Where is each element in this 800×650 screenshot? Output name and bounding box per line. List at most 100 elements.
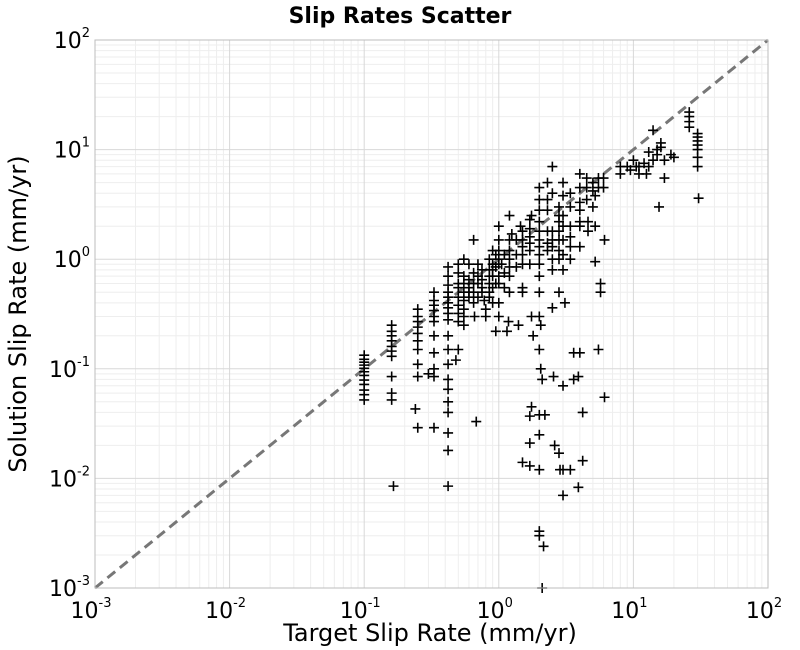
scatter-point	[547, 264, 558, 275]
scatter-point	[565, 254, 576, 265]
scatter-point	[668, 152, 679, 163]
scatter-point	[553, 448, 564, 459]
x-tick-label-exponent: -2	[233, 596, 246, 611]
scatter-point	[499, 282, 510, 293]
scatter-point	[443, 427, 454, 438]
scatter-point	[684, 122, 695, 133]
scatter-point	[659, 173, 670, 184]
scatter-point	[692, 161, 703, 172]
scatter-point	[443, 407, 454, 418]
scatter-point	[574, 168, 585, 179]
scatter-point	[388, 481, 399, 492]
scatter-point	[652, 149, 663, 160]
scatter-point	[503, 316, 514, 327]
scatter-point	[499, 267, 510, 278]
scatter-point	[463, 292, 474, 303]
scatter-point	[534, 344, 545, 355]
scatter-point	[493, 278, 504, 289]
scatter-point	[595, 278, 606, 289]
scatter-point	[504, 287, 515, 298]
scatter-point	[549, 440, 560, 451]
scatter-point	[583, 216, 594, 227]
y-tick-label: 10-2	[49, 464, 90, 492]
x-tick-label-base: 10	[477, 599, 505, 624]
scatter-point	[511, 261, 522, 272]
y-tick-label: 100	[54, 245, 90, 273]
y-tick-label: 10-1	[49, 355, 90, 383]
scatter-point	[493, 311, 504, 322]
scatter-point	[648, 125, 659, 136]
scatter-point	[648, 155, 659, 166]
x-tick-label-exponent: 2	[774, 596, 782, 611]
scatter-point	[504, 271, 515, 282]
scatter-point	[506, 228, 517, 239]
scatter-point	[517, 249, 528, 260]
scatter-point	[412, 335, 423, 346]
scatter-point	[655, 142, 666, 153]
scatter-point	[659, 155, 670, 166]
scatter-point	[499, 249, 510, 260]
scatter-point	[573, 482, 584, 493]
y-tick-label-base: 10	[54, 248, 82, 273]
scatter-point	[547, 241, 558, 252]
x-tick-label-exponent: 0	[505, 596, 513, 611]
scatter-point	[428, 422, 439, 433]
scatter-point	[412, 344, 423, 355]
scatter-point	[443, 445, 454, 456]
scatter-point	[574, 241, 585, 252]
scatter-point	[517, 226, 528, 237]
y-tick-label-base: 10	[49, 577, 77, 602]
scatter-point	[558, 249, 569, 260]
x-axis-ticks: 10-3 10-2 10-1 100 101 102	[71, 596, 783, 624]
scatter-point	[443, 261, 454, 272]
scatter-point	[515, 221, 526, 232]
scatter-point	[504, 210, 515, 221]
y-tick-label-base: 10	[49, 467, 77, 492]
scatter-point	[558, 490, 569, 501]
scatter-point	[412, 422, 423, 433]
scatter-point	[412, 371, 423, 382]
x-tick-label: 10-2	[205, 596, 246, 624]
scatter-point	[534, 271, 545, 282]
scatter-point	[453, 282, 464, 293]
x-tick-label: 101	[611, 596, 647, 624]
scatter-point	[590, 256, 601, 267]
scatter-point	[542, 177, 553, 188]
scatter-point	[548, 371, 559, 382]
scatter-point	[573, 371, 584, 382]
scatter-point	[443, 481, 454, 492]
scatter-point	[692, 152, 703, 163]
scatter-point	[590, 221, 601, 232]
scatter-point	[565, 464, 576, 475]
identity-reference-line	[94, 38, 769, 590]
scatter-point	[654, 201, 665, 212]
scatter-point	[534, 311, 545, 322]
scatter-point	[524, 460, 535, 471]
scatter-point	[443, 344, 454, 355]
scatter-point	[574, 205, 585, 216]
scatter-point	[468, 234, 479, 245]
x-tick-label-base: 10	[611, 599, 639, 624]
scatter-point	[453, 259, 464, 270]
scatter-point	[472, 259, 483, 270]
scatter-point	[577, 455, 588, 466]
scatter-point	[587, 201, 598, 212]
y-tick-label-exponent: -2	[77, 464, 90, 479]
y-tick-label: 10-3	[49, 574, 90, 602]
scatter-point	[517, 287, 528, 298]
scatter-point	[453, 316, 464, 327]
scatter-point	[587, 185, 598, 196]
scatter-point	[428, 316, 439, 327]
scatter-point	[558, 234, 569, 245]
scatter-point	[534, 464, 545, 475]
scatter-point	[574, 221, 585, 232]
y-tick-label-base: 10	[54, 139, 82, 164]
y-tick-label: 102	[54, 26, 90, 54]
scatter-point	[583, 226, 594, 237]
scatter-point	[615, 168, 626, 179]
y-tick-label-exponent: 1	[82, 136, 90, 151]
scatter-point	[577, 407, 588, 418]
scatter-point	[443, 359, 454, 370]
